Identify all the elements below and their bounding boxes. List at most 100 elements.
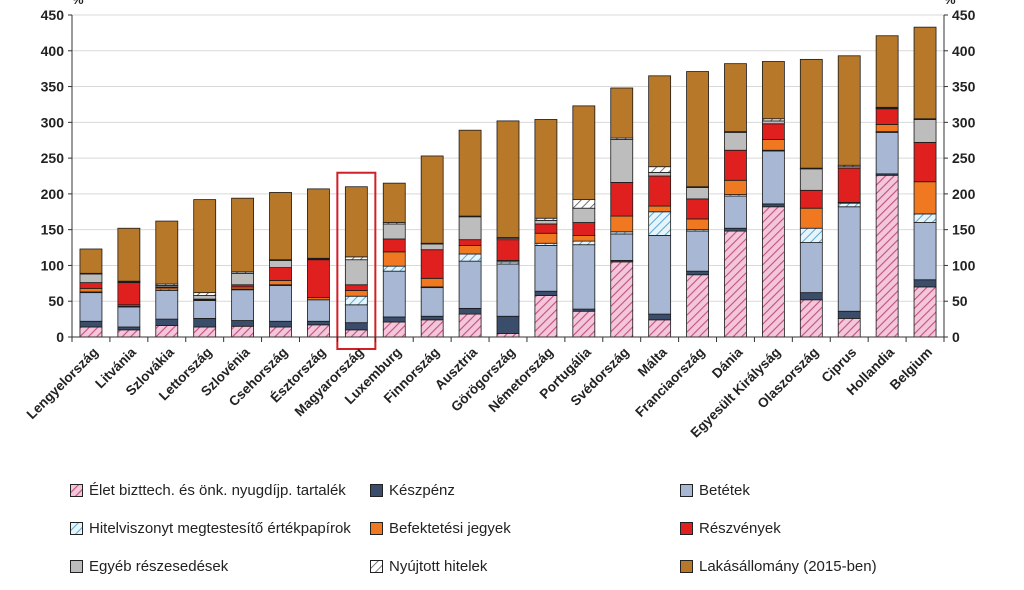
- y-tick-label-left: 400: [41, 43, 65, 59]
- bar-segment: [686, 274, 709, 338]
- bar-segment: [344, 322, 368, 331]
- bar-segment: [269, 260, 292, 268]
- bar-segment: [231, 325, 255, 338]
- y-unit-left: %: [72, 0, 84, 7]
- bar-segment: [572, 222, 596, 236]
- y-tick-label-right: 300: [952, 114, 976, 130]
- legend-item: Készpénz: [370, 482, 455, 499]
- bar-segment: [648, 211, 672, 236]
- bar-segment: [117, 329, 141, 338]
- bar-segment: [875, 124, 899, 133]
- bar-segment: [117, 227, 141, 282]
- bar-stack: [307, 188, 330, 338]
- highlight-box: [336, 171, 377, 350]
- bar-segment: [496, 315, 520, 334]
- bar-segment: [534, 290, 558, 296]
- bar-segment: [648, 319, 672, 338]
- bar-stack: [572, 105, 596, 338]
- bar-segment: [837, 310, 861, 319]
- bars: [79, 26, 937, 350]
- bar-segment: [761, 61, 785, 120]
- bar-segment: [269, 320, 292, 328]
- bar-segment: [193, 295, 217, 300]
- bar-segment: [572, 207, 596, 223]
- x-tick-label: Dánia: [709, 344, 746, 381]
- bar-segment: [382, 223, 406, 240]
- bar-segment: [572, 199, 596, 209]
- bar-segment: [761, 206, 785, 338]
- bar-segment: [344, 329, 368, 338]
- legend-item: Élet bizttech. és önk. nyugdíjp. tartalé…: [70, 482, 346, 499]
- bar-segment: [458, 253, 482, 262]
- bar-segment: [382, 265, 406, 272]
- bar-stack: [875, 35, 899, 338]
- bar-segment: [534, 245, 558, 292]
- legend-label: Betétek: [699, 482, 750, 499]
- bar-segment: [344, 304, 368, 324]
- legend-swatch: [70, 522, 83, 535]
- y-tick-label-left: 250: [41, 150, 65, 166]
- bar-segment: [382, 182, 406, 223]
- bar-segment: [231, 289, 255, 321]
- bar-segment: [648, 234, 672, 315]
- bar-segment: [269, 280, 292, 286]
- bar-segment: [799, 189, 823, 209]
- bar-segment: [610, 215, 634, 233]
- bar-segment: [837, 317, 861, 338]
- bar-segment: [572, 240, 596, 246]
- bar-segment: [496, 239, 520, 261]
- bar-segment: [534, 223, 558, 234]
- bar-segment: [724, 227, 747, 232]
- y-tick-label-left: 350: [41, 79, 65, 95]
- legend-item: Egyéb részesedések: [70, 558, 228, 575]
- legend-label: Lakásállomány (2015-ben): [699, 558, 877, 575]
- bar-stack: [913, 26, 937, 338]
- bar-segment: [344, 186, 368, 258]
- y-tick-label-right: 200: [952, 186, 976, 202]
- bar-segment: [382, 316, 406, 323]
- bar-segment: [534, 119, 558, 219]
- bar-segment: [344, 256, 368, 261]
- legend-item: Befektetési jegyek: [370, 520, 511, 537]
- bar-segment: [193, 300, 217, 319]
- bar-stack: [799, 58, 823, 338]
- y-tick-label-left: 100: [41, 257, 65, 273]
- bar-segment: [269, 267, 292, 281]
- bar-segment: [837, 206, 861, 312]
- bar-stack: [155, 220, 179, 338]
- bar-segment: [534, 232, 558, 244]
- bar-segment: [117, 326, 141, 331]
- y-tick-label-right: 400: [952, 43, 976, 59]
- bar-segment: [572, 310, 596, 338]
- bar-stack: [344, 186, 368, 338]
- y-tick-label-right: 100: [952, 257, 976, 273]
- bar-segment: [269, 285, 292, 322]
- bar-segment: [686, 218, 709, 231]
- bar-segment: [382, 270, 406, 318]
- y-tick-label-left: 0: [56, 329, 64, 345]
- y-tick-label-left: 200: [41, 186, 65, 202]
- bar-segment: [648, 313, 672, 321]
- bar-segment: [458, 245, 482, 255]
- bar-segment: [79, 287, 103, 293]
- bar-segment: [648, 205, 672, 213]
- bar-segment: [420, 155, 444, 244]
- bar-segment: [231, 320, 255, 327]
- x-tick-label: Belgium: [887, 345, 935, 393]
- bar-segment: [79, 273, 103, 284]
- bar-segment: [307, 259, 330, 299]
- bar-segment: [686, 198, 709, 220]
- bar-segment: [458, 260, 482, 309]
- legend-swatch: [70, 560, 83, 573]
- bar-segment: [420, 277, 444, 288]
- bar-segment: [724, 230, 747, 338]
- bar-stack: [231, 197, 255, 338]
- bar-segment: [875, 108, 899, 125]
- bar-segment: [761, 150, 785, 205]
- bar-segment: [572, 105, 596, 201]
- bar-segment: [307, 324, 330, 338]
- bar-segment: [913, 213, 937, 223]
- bar-segment: [155, 290, 179, 320]
- bar-segment: [231, 197, 255, 273]
- legend-label: Nyújtott hitelek: [389, 558, 488, 575]
